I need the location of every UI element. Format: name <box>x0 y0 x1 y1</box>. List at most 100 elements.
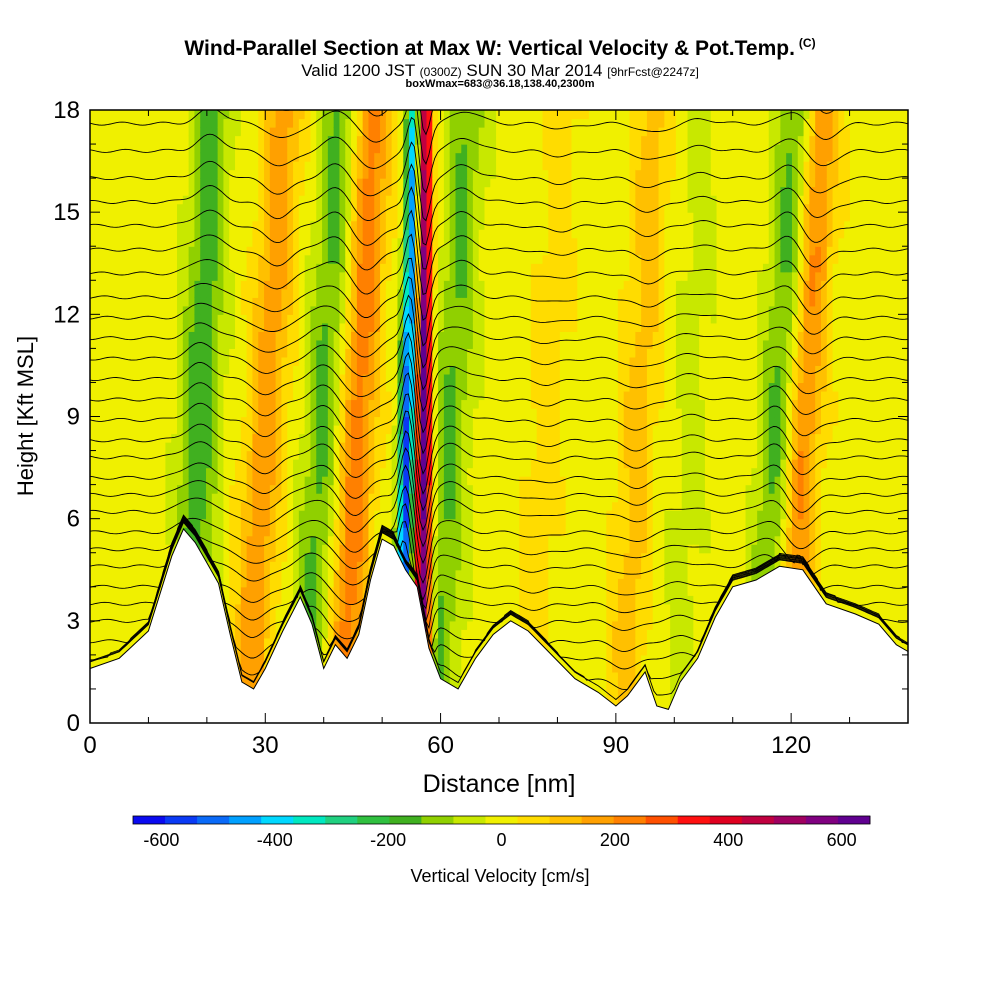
vv-cell <box>397 110 404 120</box>
vv-cell <box>153 467 161 477</box>
vv-cell <box>200 339 207 349</box>
vv-cell <box>356 544 364 554</box>
vv-cell <box>107 229 114 239</box>
vv-cell <box>194 118 201 128</box>
vv-cell <box>182 297 190 307</box>
vv-cell <box>356 339 364 349</box>
vv-cell <box>397 450 404 460</box>
vv-cell <box>391 144 399 154</box>
vv-cell <box>124 569 132 579</box>
vv-cell <box>281 561 288 571</box>
vv-cell <box>264 212 271 222</box>
vv-cell <box>90 305 97 315</box>
vv-cell <box>142 493 149 503</box>
vv-cell <box>351 442 358 452</box>
vv-cell <box>148 527 155 537</box>
vv-cell <box>90 135 97 145</box>
vv-cell <box>293 518 300 528</box>
vv-cell <box>345 425 352 435</box>
vv-cell <box>101 569 108 579</box>
vv-cell <box>101 365 108 375</box>
vv-cell <box>467 322 474 332</box>
vv-cell <box>322 620 329 630</box>
vv-cell <box>310 254 317 264</box>
vv-cell <box>264 569 271 579</box>
vv-cell <box>223 442 230 452</box>
vv-cell <box>119 467 126 477</box>
vv-cell <box>90 152 97 162</box>
vv-cell <box>339 118 346 128</box>
vv-cell <box>258 476 265 486</box>
vv-cell <box>420 390 428 401</box>
vv-cell <box>95 110 103 120</box>
vv-cell <box>235 459 242 469</box>
vv-cell <box>107 195 114 205</box>
vv-cell <box>449 135 457 145</box>
vv-cell <box>223 186 230 196</box>
vv-cell <box>258 425 265 435</box>
vv-cell <box>322 161 329 171</box>
vv-cell <box>113 365 120 375</box>
vv-cell <box>252 450 259 460</box>
vv-cell <box>211 339 219 349</box>
vv-cell <box>351 127 358 137</box>
vv-cell <box>177 450 184 460</box>
vv-cell <box>269 339 277 349</box>
vv-cell <box>391 305 399 315</box>
vv-cell <box>426 356 433 367</box>
vv-cell <box>484 586 491 596</box>
vv-cell <box>235 331 242 341</box>
vv-cell <box>356 518 364 528</box>
vv-cell <box>206 365 213 375</box>
vv-cell <box>90 212 97 222</box>
vv-cell <box>240 152 248 162</box>
vv-cell <box>252 246 259 256</box>
vv-cell <box>130 195 138 205</box>
vv-cell <box>136 297 143 307</box>
vv-cell <box>264 246 271 256</box>
vv-cell <box>246 612 254 622</box>
vv-cell <box>310 612 317 622</box>
vv-cell <box>304 407 312 418</box>
vv-cell <box>107 212 114 222</box>
vv-cell <box>246 186 254 196</box>
vv-cell <box>484 407 491 418</box>
vv-cell <box>449 365 457 375</box>
vv-cell <box>362 263 370 273</box>
vv-cell <box>159 348 167 358</box>
vv-cell <box>467 544 474 554</box>
vv-cell <box>368 407 375 418</box>
vv-cell <box>380 476 387 486</box>
vv-cell <box>264 373 271 384</box>
vv-cell <box>351 416 358 426</box>
vv-cell <box>165 254 172 264</box>
vv-cell <box>142 263 149 273</box>
vv-cell <box>339 127 346 137</box>
vv-cell <box>484 476 491 486</box>
vv-cell <box>293 144 300 154</box>
vv-cell <box>478 339 486 349</box>
vv-cell <box>478 254 486 264</box>
vv-cell <box>275 416 283 426</box>
vv-cell <box>90 254 97 264</box>
vv-cell <box>368 288 375 298</box>
vv-cell <box>269 561 277 571</box>
vv-cell <box>275 331 283 341</box>
vv-cell <box>368 527 375 537</box>
vv-cell <box>426 373 433 384</box>
vv-cell <box>368 467 375 477</box>
vv-cell <box>95 280 103 290</box>
vv-cell <box>293 186 300 196</box>
vv-cell <box>362 484 370 494</box>
vv-cell <box>95 203 103 213</box>
vv-cell <box>200 178 207 188</box>
vv-cell <box>90 127 97 137</box>
vv-cell <box>478 373 486 384</box>
vv-cell <box>362 416 370 426</box>
vv-cell <box>252 663 259 673</box>
vv-cell <box>171 186 178 196</box>
vv-cell <box>206 348 213 358</box>
vv-cell <box>385 442 393 452</box>
vv-cell <box>327 467 335 477</box>
vv-cell <box>240 314 248 324</box>
